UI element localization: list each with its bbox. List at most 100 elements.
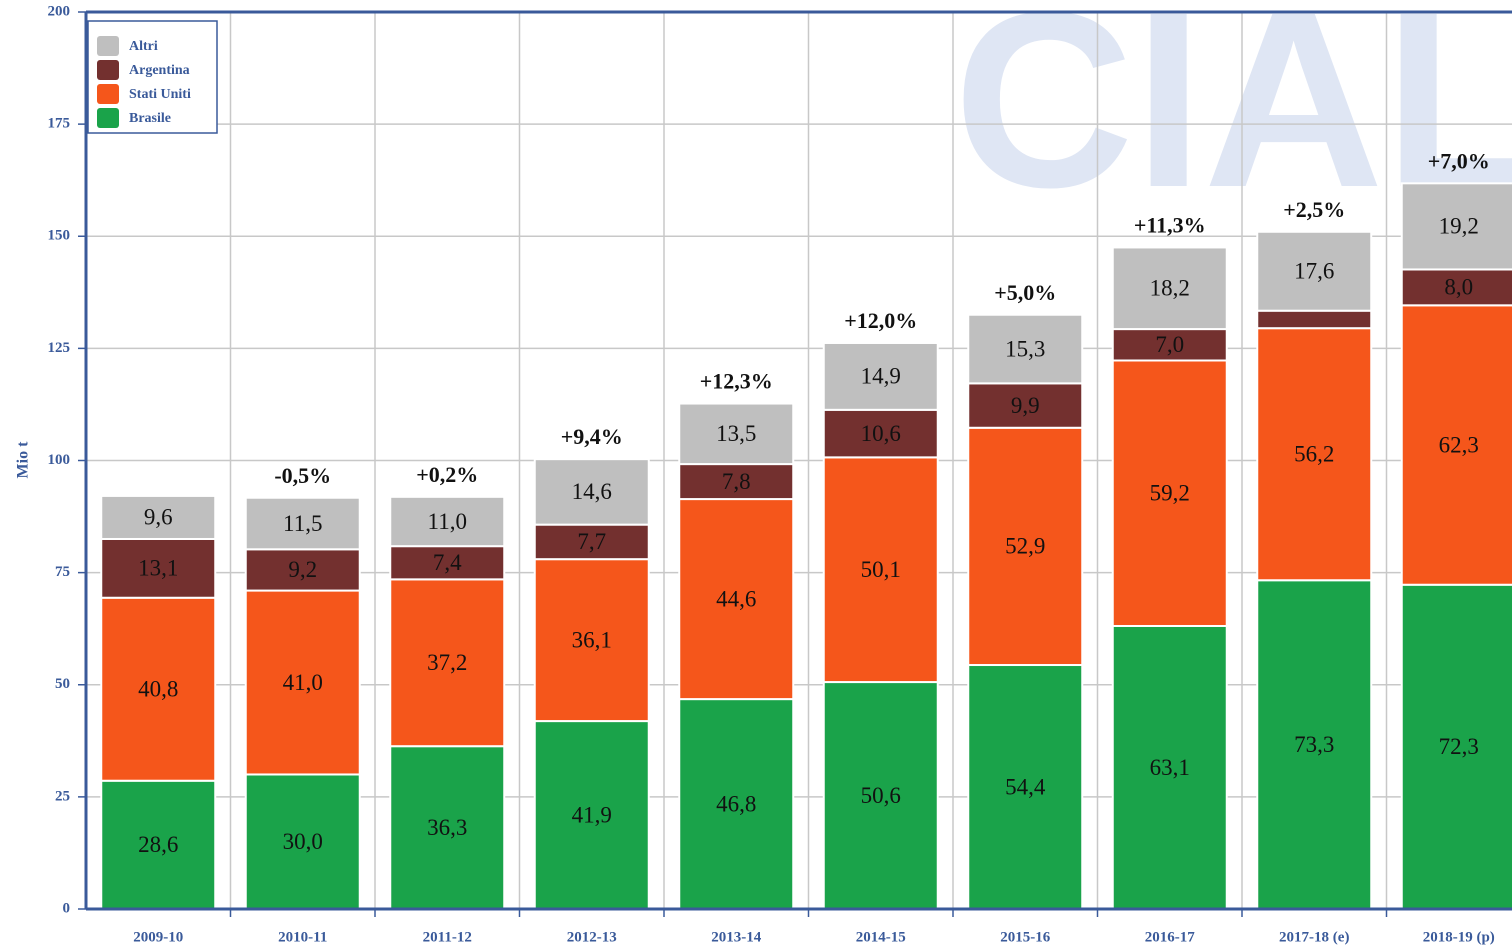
value-label: 62,3 [1439,432,1479,457]
value-label: 11,5 [283,511,322,536]
bar-segment [389,495,506,548]
value-label: 72,3 [1439,734,1479,759]
growth-annotation: +5,0% [994,280,1056,305]
bar-segment [1111,246,1228,331]
value-label: 13,1 [138,556,178,581]
y-tick-label: 175 [48,116,71,132]
bar-segment [967,313,1084,385]
value-label: 44,6 [716,586,756,611]
x-tick-label: 2018-19 (p) [1423,929,1495,945]
bar-segment [389,545,506,581]
legend-label: Altri [129,39,158,54]
bar-segment [822,408,939,459]
value-label: 10,6 [861,421,901,446]
value-label: 7,0 [1155,332,1184,357]
y-tick-label: 125 [48,340,71,356]
y-tick-label: 200 [48,3,71,19]
bar-segment [1400,583,1512,910]
value-label: 9,9 [1011,393,1040,418]
value-label: 18,2 [1150,276,1190,301]
bar-segment [678,498,795,701]
legend-label: Stati Uniti [129,87,191,102]
bar-segment [822,681,939,911]
y-axis-label: Mio t [15,441,32,479]
value-label: 9,2 [288,557,317,582]
x-tick-label: 2011-12 [423,929,472,945]
bar-segment [678,463,795,501]
bar-segment [244,496,361,551]
x-tick-label: 2009-10 [133,929,183,945]
y-tick-label: 100 [48,452,71,468]
value-label: 15,3 [1005,336,1045,361]
legend-label: Argentina [129,63,190,78]
growth-annotation: +7,0% [1428,148,1490,173]
bar-segment [533,458,650,526]
value-label: 40,8 [138,677,178,702]
value-label: 7,8 [722,469,751,494]
growth-annotation: +9,4% [561,424,623,449]
growth-annotation: -0,5% [274,463,331,488]
y-tick-label: 150 [48,228,71,244]
value-label: 63,1 [1150,755,1190,780]
value-label: 50,6 [861,783,901,808]
x-tick-label: 2013-14 [711,929,761,945]
growth-annotation: +11,3% [1134,213,1206,238]
x-tick-label: 2016-17 [1145,929,1195,945]
bar-segment [389,578,506,748]
value-label: 11,0 [428,509,467,534]
value-label: 17,6 [1294,259,1334,284]
legend-swatch [97,60,119,80]
x-tick-label: 2017-18 (e) [1279,929,1349,945]
value-label: 7,4 [433,550,462,575]
bar-segment [100,494,217,540]
legend-swatch [97,36,119,56]
legend-swatch [97,84,119,104]
y-tick-label: 0 [63,900,71,916]
value-label: 36,3 [427,815,467,840]
value-label: 37,2 [427,650,467,675]
bar-segment [1256,309,1373,330]
bar-segment [244,589,361,776]
bar-segment [678,402,795,466]
growth-annotation: +12,0% [844,308,917,333]
legend: Altri Argentina Stati Uniti Brasile [87,20,218,134]
bar-segment [1400,304,1512,586]
y-tick-label: 75 [55,564,70,580]
growth-annotation: +0,2% [416,462,478,487]
value-label: 50,1 [861,557,901,582]
bar-segment [244,548,361,592]
value-label: 7,7 [577,529,606,554]
value-label: 73,3 [1294,732,1334,757]
value-label: 41,9 [572,802,612,827]
y-tick-label: 25 [55,788,70,804]
legend-swatch [97,108,119,128]
bar-segment [100,537,217,599]
bar-segment [533,523,650,561]
y-tick-label: 50 [55,676,70,692]
value-label: 30,0 [283,829,323,854]
x-tick-label: 2014-15 [856,929,906,945]
bar-segment [100,596,217,782]
x-tick-label: 2010-11 [278,929,327,945]
value-label: 14,9 [861,364,901,389]
value-label: 52,9 [1005,534,1045,559]
value-label: 56,2 [1294,442,1334,467]
growth-annotation: +12,3% [700,369,773,394]
bar-segment [1400,182,1512,271]
value-label: 14,6 [572,479,612,504]
x-tick-label: 2012-13 [567,929,617,945]
bar-segment [1111,624,1228,911]
value-label: 41,0 [283,670,323,695]
value-label: 19,2 [1439,214,1479,239]
bar-segment [822,341,939,411]
value-label: 8,0 [1444,275,1473,300]
bar-segment [389,745,506,911]
x-tick-label: 2015-16 [1000,929,1050,945]
growth-annotation: +2,5% [1283,197,1345,222]
value-label: 9,6 [144,505,173,530]
bar-segment [1256,230,1373,312]
value-label: 28,6 [138,832,178,857]
bar-segment [678,698,795,910]
bar-segment [967,382,1084,429]
